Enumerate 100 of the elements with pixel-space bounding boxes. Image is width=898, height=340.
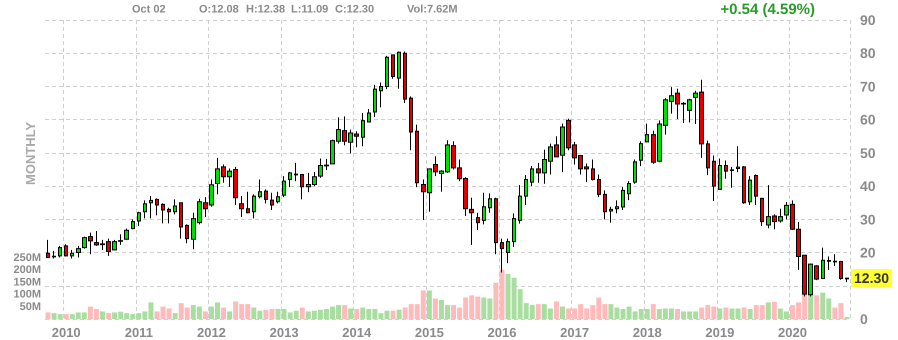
bar [717, 308, 722, 319]
bar [221, 308, 226, 319]
candlestick [173, 198, 177, 215]
candlestick [469, 197, 474, 246]
bar [100, 311, 105, 319]
bar [742, 308, 747, 319]
bar [46, 312, 51, 319]
text: L:11.09 [291, 4, 328, 16]
text: Oct 02 [132, 4, 166, 16]
annotation: 12.30 [854, 270, 890, 286]
x-tick-label: 2018 [632, 325, 662, 340]
candlestick [124, 228, 129, 240]
bar [560, 306, 565, 319]
candlestick [712, 155, 716, 202]
candlestick [276, 191, 280, 204]
bar [106, 313, 112, 319]
x-tick-label: 2011 [124, 325, 153, 340]
candlestick [512, 212, 516, 248]
candlestick [294, 162, 298, 182]
candlestick [718, 158, 722, 190]
bar [342, 305, 348, 319]
x-tick-label: 2016 [488, 325, 516, 340]
candlestick [239, 196, 244, 218]
candlestick [833, 254, 837, 266]
candlestick [46, 239, 50, 258]
candlestick [143, 200, 147, 219]
candlestick [821, 247, 825, 279]
candlestick [742, 166, 746, 204]
candlestick [270, 192, 274, 211]
candlestick [724, 160, 728, 180]
candlestick [282, 176, 286, 198]
y2-tick-label: 250M [13, 252, 41, 264]
candlestick [361, 112, 365, 147]
candlestick [639, 140, 643, 167]
candlestick [730, 166, 734, 188]
bar [390, 310, 396, 319]
x-tick-label: 2017 [560, 325, 590, 340]
candlestick [373, 84, 377, 118]
candlestick [264, 188, 268, 204]
candlestick [736, 146, 740, 173]
bar [675, 308, 680, 319]
bar [772, 302, 777, 319]
candlestick [748, 176, 752, 206]
bar [723, 308, 728, 319]
bar [432, 298, 438, 319]
x-tick-label: 2019 [705, 325, 734, 340]
candlestick [627, 180, 631, 201]
y2-tick-label: 150M [13, 276, 41, 288]
candlestick [300, 174, 304, 200]
candlestick [179, 202, 183, 240]
candlestick [161, 202, 165, 224]
bar [536, 304, 541, 319]
text: +0.54 (4.59%) [720, 1, 815, 18]
candlestick [760, 197, 764, 226]
y-tick-label: 40 [860, 178, 876, 194]
candlestick [633, 159, 637, 184]
candlestick [167, 207, 171, 224]
candlestick [621, 186, 625, 211]
candlestick [155, 198, 159, 216]
candlestick [70, 249, 74, 260]
y2-tick-label: 100M [13, 288, 41, 301]
candlestick [706, 140, 710, 176]
candlestick [609, 206, 613, 224]
bar [748, 308, 753, 319]
candlestick [76, 245, 81, 258]
text: O:12.08 [199, 4, 239, 16]
candlestick [258, 178, 262, 199]
text: H:12.38 [246, 4, 286, 16]
candlestick [397, 51, 401, 90]
candlestick [839, 260, 843, 280]
bar [300, 308, 305, 319]
x-tick-label: 2015 [414, 325, 444, 340]
bar [227, 311, 232, 319]
candlestick [845, 277, 849, 283]
bar [766, 302, 771, 319]
candlestick [476, 212, 480, 230]
candlestick [409, 96, 413, 151]
candlestick [645, 123, 649, 142]
y-tick-label: 80 [860, 45, 876, 62]
candlestick [827, 256, 831, 270]
bar [202, 311, 208, 319]
candlestick [149, 196, 153, 219]
y-tick-label: 70 [860, 78, 876, 94]
y-tick-label: 60 [860, 112, 876, 128]
x-tick-label: 2013 [270, 325, 299, 340]
y-tick-label: 30 [860, 211, 876, 228]
candlestick [530, 166, 534, 187]
bar [172, 313, 178, 319]
candlestick [391, 54, 395, 80]
bar [554, 301, 559, 319]
y-tick-label: 0 [860, 311, 868, 327]
x-tick-label: 2012 [196, 325, 226, 340]
candlestick [754, 174, 758, 206]
candlestick [506, 238, 510, 264]
text: MONTHLY [23, 122, 38, 185]
y-tick-label: 50 [860, 144, 876, 161]
candlestick [185, 224, 189, 244]
candlestick [615, 200, 619, 214]
candlestick [367, 108, 371, 123]
bar [814, 295, 820, 319]
